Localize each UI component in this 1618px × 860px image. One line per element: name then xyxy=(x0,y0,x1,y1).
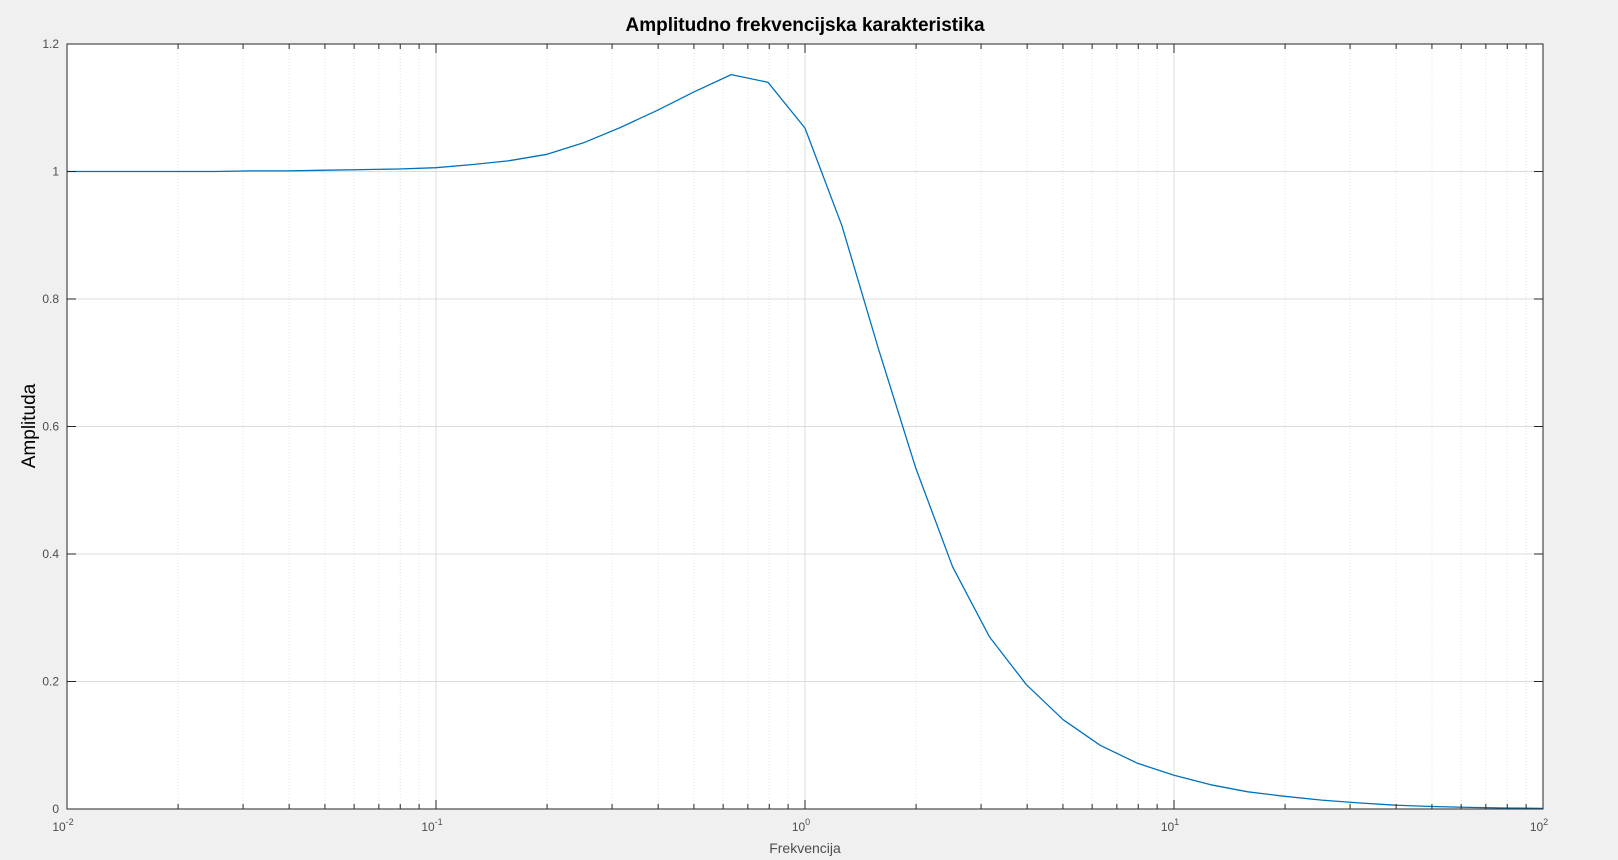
y-tick-label: 0.4 xyxy=(42,547,59,561)
x-tick-label: 101 xyxy=(1161,817,1179,834)
tick-labels: 10-2 10-1 100 101 102 0 0.2 0.4 0.6 0.8 1 1.2 xyxy=(42,37,1548,834)
y-tick-label: 1.2 xyxy=(42,37,59,51)
series-layer xyxy=(67,73,1544,810)
x-tick-label: 10-1 xyxy=(421,817,442,834)
grid xyxy=(66,43,1544,810)
y-tick-label: 0.2 xyxy=(42,675,59,689)
y-axis-label: Amplituda xyxy=(19,383,40,468)
y-tick-label: 0.8 xyxy=(42,292,59,306)
series-line xyxy=(67,73,1544,810)
x-tick-label: 10-2 xyxy=(52,817,73,834)
ticks xyxy=(66,43,1544,810)
y-tick-label: 1 xyxy=(52,165,59,179)
x-tick-label: 102 xyxy=(1530,817,1548,834)
x-tick-label: 100 xyxy=(792,817,810,834)
y-tick-label: 0.6 xyxy=(42,420,59,434)
chart-title: Amplitudno frekvencijska karakteristika xyxy=(625,15,984,36)
x-axis-label: Frekvencija xyxy=(769,840,841,856)
y-tick-label: 0 xyxy=(52,802,59,816)
